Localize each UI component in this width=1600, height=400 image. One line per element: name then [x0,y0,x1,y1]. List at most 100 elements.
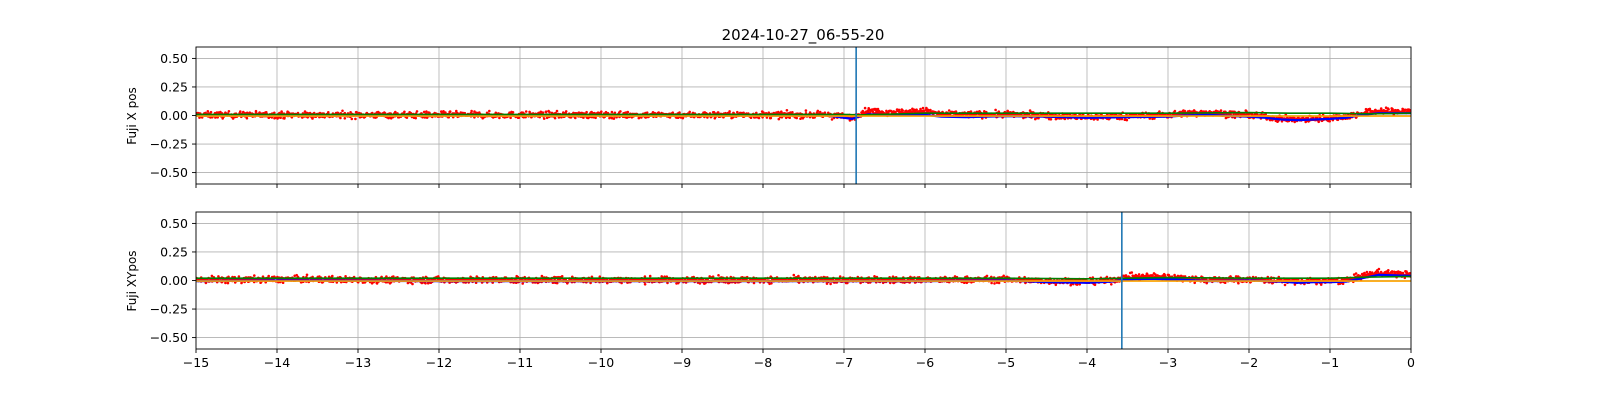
scatter-point [204,281,208,285]
scatter-point [227,110,231,113]
x-tick-label: −8 [754,355,772,370]
scatter-point [983,110,986,113]
scatter-point [253,274,256,277]
scatter-point [1130,271,1134,274]
scatter-point [736,110,739,114]
scatter-point [1137,273,1141,276]
plot-panel-xy-pos: 0.500.250.00−0.25−0.50−15 −14 −13 −12 −11 −10… [150,211,1415,370]
y-tick-label: −0.25 [150,302,188,317]
scatter-point [681,116,685,120]
scatter-point [521,282,524,285]
scatter-point [797,274,800,278]
scatter-point [643,283,647,286]
scatter-point [838,275,842,278]
scatter-point [1328,119,1331,123]
scatter-series [196,267,1411,287]
scatter-point [861,109,865,113]
scatter-point [610,110,614,114]
scatter-point [327,111,330,114]
scatter-point [1401,271,1405,275]
scatter-point [209,110,213,114]
scatter-point [777,117,781,121]
scatter-point [925,106,928,110]
scatter-point [823,111,827,114]
scatter-point [385,275,388,278]
scatter-point [305,273,309,277]
line-series-2 [196,275,1411,280]
scatter-point [341,109,344,113]
scatter-point [1365,270,1369,274]
scatter-point [993,282,996,285]
scatter-point [1158,110,1161,113]
scatter-point [829,282,832,286]
scatter-point [688,110,691,114]
y-tick-label: −0.50 [150,330,188,345]
x-tick-label: −11 [507,355,533,370]
scatter-point [1341,282,1345,286]
scatter-point [539,110,543,114]
scatter-point [613,111,617,115]
x-tick-label: −6 [916,355,934,370]
scatter-point [985,274,989,278]
scatter-point [564,110,568,113]
line-series-2 [196,111,1411,116]
scatter-point [780,110,783,113]
scatter-point [422,110,426,114]
scatter-point [827,111,830,115]
scatter-point [1054,283,1058,287]
scatter-point [990,281,993,285]
x-tick-label: −2 [1240,355,1258,370]
scatter-point [440,110,443,113]
scatter-point [594,116,597,120]
scatter-point [511,111,515,114]
scatter-point [791,111,794,114]
scatter-point [825,282,829,285]
scatter-point [281,281,285,285]
scatter-point [555,109,559,113]
y-tick-label: −0.25 [150,137,188,152]
scatter-point [929,108,932,112]
scatter-point [1173,109,1177,113]
x-tick-label: 0 [1407,355,1415,370]
x-tick-label: −14 [264,355,290,370]
scatter-point [728,110,731,113]
scatter-point [620,281,623,285]
scatter-point [509,116,512,120]
scatter-point [219,110,222,114]
scatter-point [1006,109,1009,113]
scatter-point [403,110,406,114]
scatter-point [392,275,395,278]
scatter-point [626,110,630,114]
scatter-point [425,110,428,113]
scatter-point [1387,269,1390,272]
scatter-point [344,275,347,278]
scatter-point [645,111,649,114]
plot-panel-x-pos: 0.500.250.00−0.25−0.50 [150,46,1412,188]
scatter-point [799,117,802,120]
scatter-point [1364,107,1368,111]
scatter-point [1125,118,1129,122]
x-tick-label: −7 [835,355,853,370]
scatter-point [954,110,958,113]
scatter-point [279,116,282,119]
scatter-point [1377,267,1381,271]
scatter-point [237,275,241,278]
scatter-point [542,117,546,120]
scatter-point [414,116,418,120]
scatter-point [947,109,951,112]
scatter-point [224,281,227,285]
scatter-point [540,274,544,278]
scatter-point [816,109,820,113]
scatter-point [663,275,666,279]
scatter-point [1363,271,1366,275]
scatter-point [544,110,548,113]
scatter-point [585,110,588,114]
scatter-point [1319,283,1323,286]
scatter-point [498,116,501,120]
scatter-point [206,110,210,113]
scatter-point [1049,118,1053,121]
y-tick-label: 0.25 [160,244,188,259]
scatter-point [752,281,756,285]
scatter-point [897,108,901,112]
